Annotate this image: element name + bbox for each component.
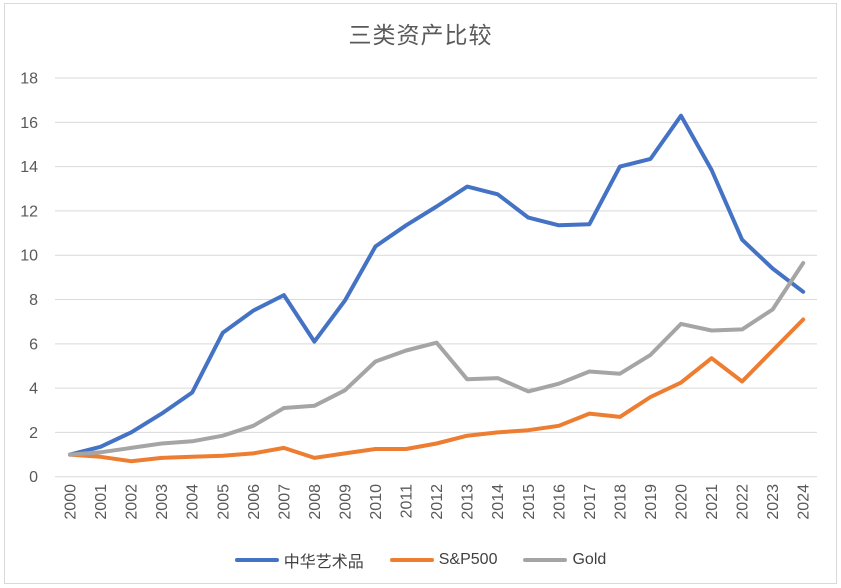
x-axis-tick-label: 2010 bbox=[368, 484, 385, 520]
y-axis-tick-label: 6 bbox=[29, 336, 38, 353]
y-axis-tick-label: 0 bbox=[29, 469, 38, 486]
x-axis-tick-label: 2024 bbox=[796, 484, 813, 520]
legend-item-0: 中华艺术品 bbox=[234, 548, 364, 572]
x-axis-tick-label: 2011 bbox=[399, 484, 416, 519]
x-axis-tick-label: 2015 bbox=[521, 484, 538, 520]
x-axis-tick-label: 2014 bbox=[490, 484, 507, 520]
x-axis-tick-label: 2004 bbox=[185, 484, 202, 520]
series-line-1 bbox=[68, 317, 806, 464]
y-axis-tick-label: 16 bbox=[20, 115, 38, 132]
x-axis-tick-label: 2018 bbox=[612, 484, 629, 520]
y-axis-tick-label: 14 bbox=[20, 159, 38, 176]
x-axis-tick-label: 2017 bbox=[582, 484, 599, 520]
x-axis-tick-label: 2001 bbox=[93, 484, 110, 520]
y-axis-tick-label: 4 bbox=[29, 381, 38, 398]
legend-label-0: 中华艺术品 bbox=[283, 554, 364, 571]
y-axis-tick-label: 18 bbox=[20, 71, 38, 88]
x-axis-tick-label: 2002 bbox=[124, 484, 141, 520]
x-axis-tick-label: 2006 bbox=[246, 484, 263, 520]
x-axis-tick-label: 2003 bbox=[154, 484, 171, 520]
y-axis-tick-label: 2 bbox=[29, 425, 38, 442]
legend-swatch-0 bbox=[234, 558, 279, 562]
legend-item-2: Gold bbox=[523, 551, 606, 569]
x-axis-tick-label: 2000 bbox=[63, 484, 80, 520]
legend-label-2: Gold bbox=[572, 551, 607, 568]
series-line-0 bbox=[68, 113, 806, 457]
x-axis-tick-label: 2009 bbox=[337, 484, 354, 520]
legend: 中华艺术品 S&P500 Gold bbox=[0, 548, 841, 572]
x-axis-tick-label: 2007 bbox=[276, 484, 293, 520]
legend-swatch-1 bbox=[389, 558, 434, 562]
x-axis-tick-label: 2013 bbox=[460, 484, 477, 520]
y-axis-tick-label: 10 bbox=[20, 248, 38, 265]
x-axis-tick-label: 2012 bbox=[429, 484, 446, 520]
x-axis-tick-label: 2023 bbox=[765, 484, 782, 520]
x-axis-tick-label: 2008 bbox=[307, 484, 324, 520]
x-axis-tick-label: 2020 bbox=[674, 484, 691, 520]
series-line-2 bbox=[68, 261, 806, 457]
y-axis-tick-label: 12 bbox=[20, 203, 38, 220]
x-axis-tick-label: 2005 bbox=[215, 484, 232, 520]
y-axis-tick-label: 8 bbox=[29, 292, 38, 309]
x-axis-tick-label: 2019 bbox=[643, 484, 660, 520]
legend-swatch-2 bbox=[523, 558, 568, 562]
legend-item-1: S&P500 bbox=[389, 551, 498, 569]
x-axis-tick-label: 2021 bbox=[704, 484, 721, 520]
chart-title: 三类资产比较 bbox=[348, 22, 493, 48]
x-axis-tick-label: 2022 bbox=[735, 484, 752, 520]
x-axis-tick-label: 2016 bbox=[551, 484, 568, 520]
legend-label-1: S&P500 bbox=[438, 551, 498, 568]
